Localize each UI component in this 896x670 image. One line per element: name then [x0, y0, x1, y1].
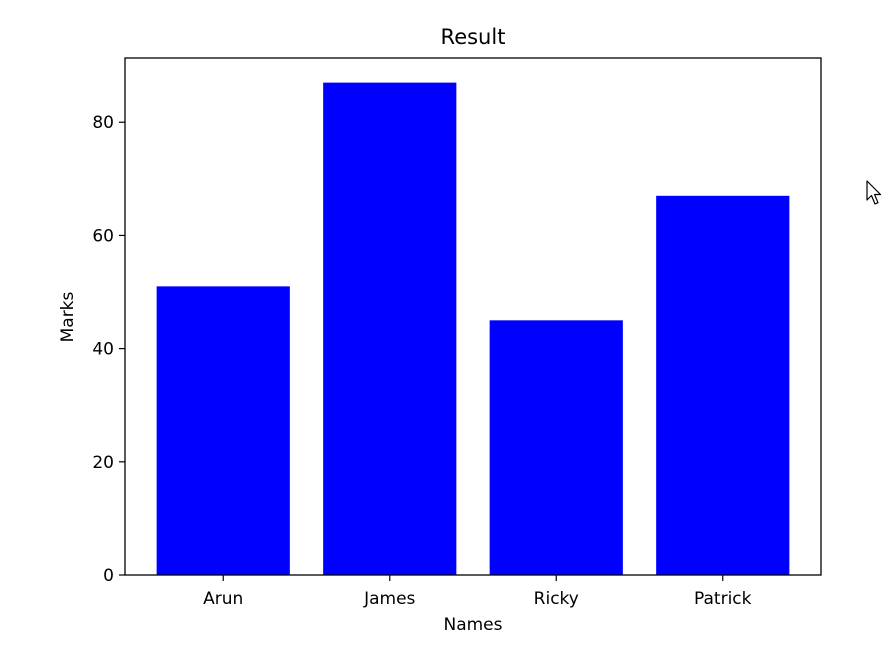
x-axis-ticks: Arun James Ricky Patrick [203, 575, 752, 609]
y-tick-label: 60 [92, 226, 114, 246]
bar-ricky [489, 320, 623, 575]
bar-patrick [656, 195, 790, 576]
x-tick-label-arun: Arun [203, 589, 243, 609]
bars-group [156, 82, 790, 576]
x-tick-label-james: James [363, 589, 415, 609]
y-tick-label: 80 [92, 113, 114, 133]
chart-title: Result [441, 25, 506, 49]
x-tick-label-patrick: Patrick [694, 589, 752, 609]
mouse-pointer-icon [866, 180, 882, 205]
bar-james [323, 82, 457, 575]
y-axis-ticks: 0 20 40 60 80 [92, 113, 125, 586]
y-axis-label: Marks [58, 291, 78, 342]
bar-arun [156, 286, 290, 575]
y-tick-label: 20 [92, 453, 114, 473]
y-tick-label: 40 [92, 340, 114, 360]
plot-frame [124, 57, 822, 576]
y-tick-label: 0 [103, 566, 114, 586]
x-axis-label: Names [443, 615, 502, 635]
x-tick-label-ricky: Ricky [534, 589, 579, 609]
